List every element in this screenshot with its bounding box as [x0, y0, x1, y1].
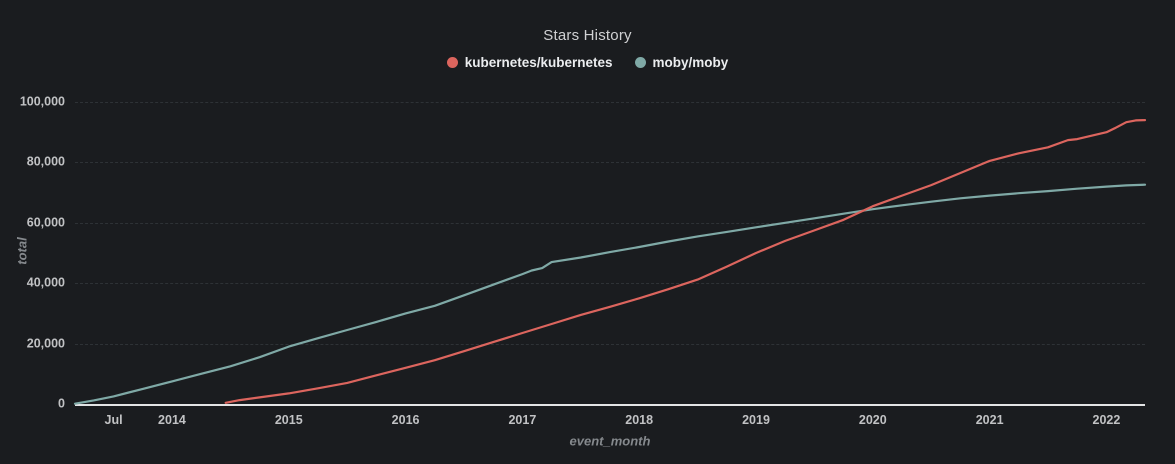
y-tick-label: 80,000 [26, 155, 65, 170]
gridline [75, 162, 1145, 164]
x-tick-label: 2021 [975, 413, 1004, 427]
x-tick-label: 2022 [1092, 413, 1121, 427]
y-tick-label: 100,000 [19, 94, 65, 109]
x-tick-label: 2017 [508, 413, 537, 427]
series-lines[interactable] [73, 102, 1147, 405]
x-tick-label: 2019 [742, 413, 770, 427]
gridline [75, 102, 1145, 103]
legend-label-kubernetes: kubernetes/kubernetes [464, 55, 613, 70]
x-tick-label: 2018 [625, 413, 654, 427]
x-tick-label: 2016 [391, 413, 420, 427]
x-tick-label: Jul [104, 413, 123, 427]
legend-swatch-moby-icon [634, 57, 646, 68]
gridline [75, 343, 1145, 345]
y-tick-label: 40,000 [26, 275, 65, 290]
gridline [75, 222, 1145, 224]
x-axis-title: event_month [569, 433, 651, 449]
chart-title: Stars History [543, 27, 632, 44]
x-tick-label: 2020 [858, 413, 887, 427]
legend-item-moby[interactable]: moby/moby [634, 55, 729, 70]
series-line-kubernetes[interactable] [224, 119, 1147, 404]
x-tick-label: 2015 [274, 413, 303, 427]
y-tick-label: 0 [58, 396, 65, 411]
legend-swatch-kubernetes-icon [446, 57, 458, 68]
gridline [75, 283, 1145, 285]
legend-label-moby: moby/moby [652, 55, 729, 70]
y-tick-label: 60,000 [26, 215, 65, 230]
series-line-moby[interactable] [73, 183, 1147, 405]
y-tick-label: 20,000 [26, 336, 65, 351]
legend: kubernetes/kubernetes moby/moby [0, 55, 1175, 70]
x-tick-label: 2014 [158, 413, 186, 427]
plot-area[interactable]: 0 20,000 40,000 60,000 80,000 100,000 Jul 2014… [20, 95, 1147, 427]
legend-item-kubernetes[interactable]: kubernetes/kubernetes [446, 55, 613, 70]
y-axis-title: total [14, 237, 30, 265]
